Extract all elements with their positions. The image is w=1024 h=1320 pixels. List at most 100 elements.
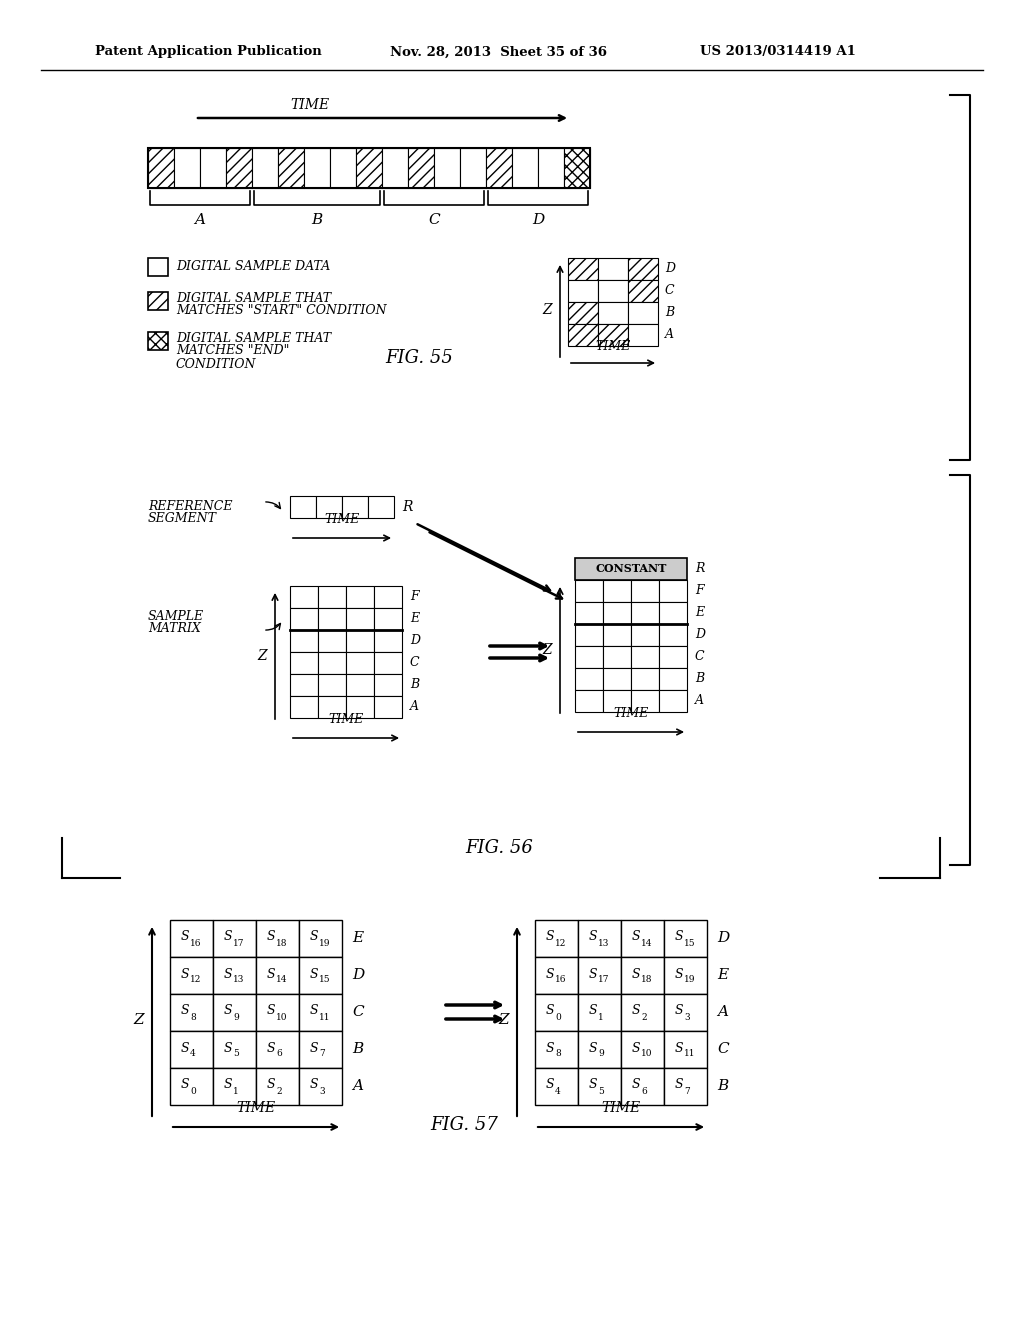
Bar (299, 1068, 342, 1105)
Text: CONSTANT: CONSTANT (595, 564, 667, 574)
Text: D: D (352, 968, 365, 982)
Bar (578, 920, 621, 957)
Bar (603, 668, 631, 690)
Bar (148, 333, 168, 350)
Text: S: S (546, 968, 554, 981)
Text: 14: 14 (276, 975, 288, 985)
Text: Z: Z (133, 1012, 144, 1027)
Text: 2: 2 (276, 1086, 282, 1096)
Text: 5: 5 (233, 1049, 239, 1059)
Bar (170, 994, 213, 1031)
Bar (631, 690, 659, 711)
Text: B: B (410, 678, 419, 692)
Text: MATCHES "START" CONDITION: MATCHES "START" CONDITION (176, 305, 387, 318)
Bar (512, 148, 538, 187)
Text: C: C (352, 1005, 364, 1019)
Text: TIME: TIME (613, 708, 648, 719)
Bar (318, 696, 346, 718)
Bar (659, 602, 687, 624)
Text: 14: 14 (641, 939, 652, 948)
Text: 13: 13 (233, 975, 245, 985)
Text: R: R (402, 500, 413, 513)
Bar (290, 496, 316, 517)
Text: S: S (675, 931, 683, 944)
Bar (603, 690, 631, 711)
Bar (256, 1031, 299, 1068)
Text: R: R (695, 562, 705, 576)
Bar (628, 257, 658, 280)
Bar (318, 675, 346, 696)
Bar (252, 148, 278, 187)
Bar (346, 630, 374, 652)
Text: S: S (632, 931, 640, 944)
Text: Z: Z (257, 649, 267, 663)
Text: C: C (717, 1041, 729, 1056)
Bar (318, 630, 346, 652)
Text: 15: 15 (684, 939, 695, 948)
Text: DIGITAL SAMPLE THAT: DIGITAL SAMPLE THAT (176, 292, 331, 305)
Bar (659, 668, 687, 690)
Bar (621, 957, 664, 994)
Text: S: S (309, 1005, 318, 1018)
Bar (148, 148, 590, 187)
Text: 11: 11 (684, 1049, 695, 1059)
Text: TIME: TIME (237, 1101, 275, 1115)
Text: S: S (546, 1078, 554, 1092)
Bar (148, 257, 168, 276)
Text: 11: 11 (319, 1012, 331, 1022)
Bar (318, 652, 346, 675)
Bar (603, 645, 631, 668)
Bar (148, 148, 174, 187)
Text: FIG. 56: FIG. 56 (465, 840, 532, 857)
Bar (621, 920, 664, 957)
Bar (568, 257, 598, 280)
Bar (575, 602, 603, 624)
Bar (290, 586, 318, 609)
Text: S: S (180, 1078, 189, 1092)
Text: 12: 12 (555, 939, 566, 948)
Text: 19: 19 (319, 939, 331, 948)
Text: 2: 2 (641, 1012, 646, 1022)
Bar (318, 586, 346, 609)
Text: F: F (695, 585, 703, 598)
Bar (538, 148, 564, 187)
Text: E: E (717, 968, 728, 982)
Text: 7: 7 (684, 1086, 690, 1096)
Bar (575, 690, 603, 711)
Bar (256, 1068, 299, 1105)
Text: FIG. 55: FIG. 55 (385, 348, 453, 367)
Bar (578, 1068, 621, 1105)
Text: A: A (695, 694, 705, 708)
Text: 8: 8 (555, 1049, 561, 1059)
Bar (578, 957, 621, 994)
Text: S: S (180, 931, 189, 944)
Bar (621, 1031, 664, 1068)
Bar (486, 148, 512, 187)
Text: S: S (632, 968, 640, 981)
Bar (568, 323, 598, 346)
Bar (408, 148, 434, 187)
Text: 1: 1 (598, 1012, 604, 1022)
Text: S: S (309, 1078, 318, 1092)
Text: 0: 0 (190, 1086, 196, 1096)
Bar (346, 586, 374, 609)
Text: MATRIX: MATRIX (148, 623, 201, 635)
Bar (374, 652, 402, 675)
Text: S: S (180, 968, 189, 981)
Text: 8: 8 (190, 1012, 196, 1022)
Text: S: S (266, 968, 275, 981)
Text: S: S (309, 931, 318, 944)
Bar (664, 920, 707, 957)
Bar (278, 148, 304, 187)
Text: Z: Z (499, 1012, 509, 1027)
Text: DIGITAL SAMPLE DATA: DIGITAL SAMPLE DATA (176, 260, 331, 273)
Text: S: S (223, 1078, 232, 1092)
Bar (631, 624, 659, 645)
Bar (564, 148, 590, 187)
Text: S: S (180, 1041, 189, 1055)
Bar (226, 148, 252, 187)
Text: TIME: TIME (601, 1101, 641, 1115)
Bar (659, 690, 687, 711)
Bar (598, 302, 628, 323)
Bar (374, 696, 402, 718)
